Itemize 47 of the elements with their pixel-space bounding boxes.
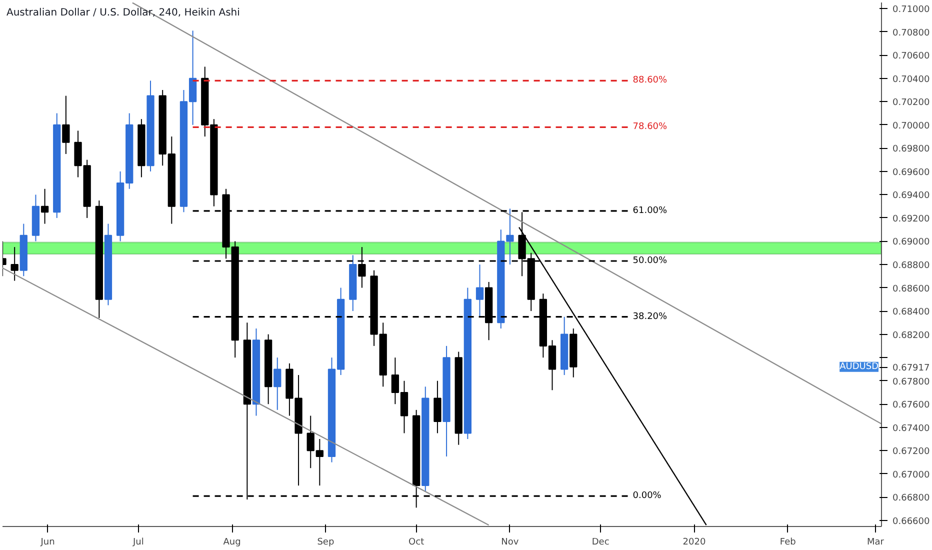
series-label: 78.60%	[632, 122, 668, 132]
candlestick	[40, 188, 49, 224]
x-tick-label: Oct	[408, 538, 425, 548]
x-tick-label: Aug	[223, 538, 241, 548]
x-tick-label: Jun	[40, 538, 55, 548]
y-tick-label: 0.69400	[892, 191, 930, 202]
y-tick-label: 0.67800	[892, 377, 930, 388]
x-tick-label: Jul	[132, 538, 144, 548]
y-tick-label: 0.69000	[892, 238, 930, 248]
y-tick-label: 0.69600	[892, 168, 930, 178]
series-label: 61.00%	[632, 206, 668, 216]
y-tick-label: 0.70600	[892, 52, 930, 62]
series-label: 0.00%	[632, 491, 662, 502]
y-tick-label: 0.68400	[892, 308, 930, 318]
x-tick-label: Mar	[866, 538, 884, 548]
y-tick-label: 0.70800	[892, 28, 930, 38]
x-tick-label: Feb	[780, 538, 796, 548]
y-tick-label: 0.67600	[892, 400, 930, 411]
x-tick-label: Dec	[592, 538, 610, 548]
candlestick	[476, 264, 484, 318]
x-tick-label: Nov	[501, 538, 520, 548]
candlestick	[10, 246, 18, 282]
y-tick-label: 0.69200	[892, 214, 930, 224]
series-label: 50.00%	[632, 256, 668, 266]
y-tick-label: 0.66600	[892, 516, 930, 527]
y-tick-label: 0.70000	[892, 121, 930, 132]
x-tick-label: Sep	[317, 538, 334, 548]
y-tick-label: 0.70400	[892, 74, 930, 85]
y-tick-label: 0.68800	[892, 261, 930, 271]
y-tick-label: 0.67400	[892, 424, 930, 434]
y-tick-label: 0.67200	[892, 447, 930, 458]
candlestick	[62, 95, 70, 154]
series-label: 88.60%	[632, 76, 668, 86]
y-tick-label: 0.66800	[892, 494, 930, 504]
x-tick-label: 2020	[682, 538, 706, 548]
legend-label: AUDUSD	[840, 362, 879, 372]
y-tick-label: 0.67000	[892, 470, 930, 480]
candlestick	[434, 380, 442, 434]
series-label: 38.20%	[632, 312, 668, 322]
y-tick-label: 0.69800	[892, 144, 930, 155]
y-tick-label: 0.71000	[892, 5, 930, 16]
text: Australian Dollar / U.S. Dollar, 240, Heikin Ashi	[6, 8, 240, 18]
y-tick-label: 0.68600	[892, 284, 930, 294]
candlestick	[274, 357, 282, 410]
y-tick-label: 0.68200	[892, 330, 930, 341]
y-tick-label: 0.67917	[892, 364, 930, 374]
y-tick-label: 0.70200	[892, 98, 930, 108]
